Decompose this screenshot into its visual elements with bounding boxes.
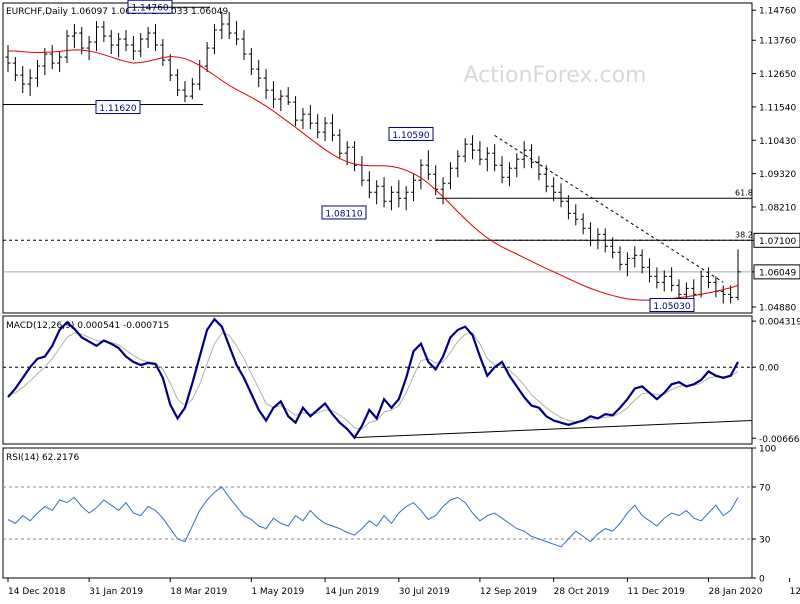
macd-panel-frame [2, 315, 753, 445]
moving-average-line [8, 49, 739, 301]
x-tick-label: 1 May 2019 [251, 587, 304, 597]
price-header: EURCHF,Daily 1.06097 1.06178 1.06033 1.0… [6, 7, 229, 17]
macd-signal-line [7, 332, 739, 430]
price-annotation-box [95, 100, 141, 115]
price-annotation-box [388, 126, 434, 141]
x-tick-label: 30 Jul 2019 [399, 587, 450, 597]
x-tick-label: 18 Mar 2019 [170, 587, 227, 597]
price-tick-label: 1.12650 [759, 70, 796, 80]
macd-tick-label: 0.004319 [759, 318, 800, 328]
price-annotation-label: 1.10590 [392, 131, 429, 141]
macd-trendline [354, 420, 753, 439]
price-tick-label: 1.14760 [759, 7, 796, 17]
price-annotation-label: 1.14760 [131, 4, 168, 14]
price-panel-frame [2, 2, 753, 314]
x-tick-label: 12 Sep 2019 [480, 587, 537, 597]
watermark: ActionForex.com [464, 63, 647, 88]
x-tick-label: 14 Jun 2019 [325, 587, 379, 597]
price-tick-label: 1.09320 [759, 170, 796, 180]
price-annotation-label: 1.05030 [653, 302, 690, 312]
price-tick-label: 1.04880 [759, 303, 796, 313]
price-tick-label: 1.13760 [759, 37, 796, 47]
rsi-tick-label: 100 [759, 445, 776, 455]
price-annotation-label: 1.11620 [99, 104, 136, 114]
rsi-tick-label: 0 [759, 575, 765, 585]
rsi-line [7, 486, 739, 548]
price-tick-label: 1.08210 [759, 203, 796, 213]
rsi-tick-label: 30 [759, 536, 771, 546]
level-price-box [753, 232, 800, 248]
x-tick-label: 28 Oct 2019 [554, 587, 610, 597]
macd-tick-label: 0.00 [759, 364, 779, 374]
rsi-panel-frame [2, 447, 753, 579]
macd-line [7, 317, 739, 440]
x-tick-label: 11 Dec 2019 [627, 587, 685, 597]
price-tick-label: 1.07100 [759, 237, 796, 247]
rsi-title: RSI(14) 62.2176 [6, 453, 79, 463]
macd-title: MACD(12,26,9) 0.000541 -0.000715 [6, 321, 169, 331]
x-tick-label: 12 Mar 2020 [790, 587, 800, 597]
price-annotation-box [649, 297, 695, 312]
price-tick-label: 1.11540 [759, 103, 796, 113]
price-annotation-box [321, 205, 367, 220]
price-tick-label: 1.06049 [759, 268, 796, 278]
rsi-tick-label: 70 [759, 484, 771, 494]
price-tick-label: 1.10430 [759, 137, 796, 147]
fib-618-label: 61.8 [735, 188, 753, 197]
x-tick-label: 31 Jan 2019 [89, 587, 143, 597]
current-price-box [753, 264, 800, 280]
x-tick-label: 28 Jan 2020 [709, 587, 763, 597]
price-annotation-label: 1.08110 [325, 209, 362, 219]
x-tick-label: 14 Dec 2018 [8, 587, 66, 597]
fib-382-label: 38.2 [735, 230, 753, 239]
macd-tick-label: -0.006663 [759, 435, 800, 445]
